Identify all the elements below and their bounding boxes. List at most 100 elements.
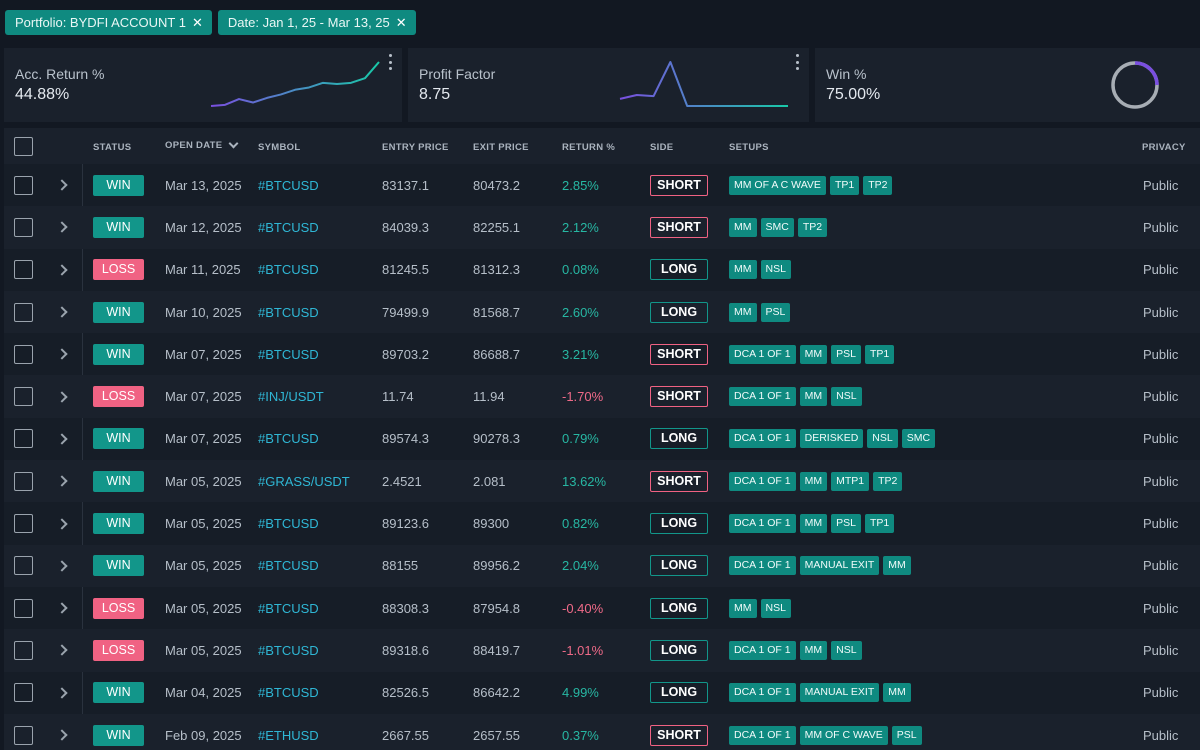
header-privacy[interactable]: PRIVACY <box>1142 142 1186 153</box>
table-row[interactable]: WIN Mar 05, 2025 #BTCUSD 88155 89956.2 2.04% L… <box>4 544 1200 587</box>
symbol-link[interactable]: #BTCUSD <box>258 558 319 574</box>
setup-tag[interactable]: MM <box>883 556 911 576</box>
row-checkbox[interactable] <box>14 598 33 618</box>
setup-tag[interactable]: DCA 1 OF 1 <box>729 725 796 745</box>
setup-tag[interactable]: DCA 1 OF 1 <box>729 387 796 407</box>
table-row[interactable]: LOSS Mar 07, 2025 #INJ/USDT 11.74 11.94 -1.70… <box>4 375 1200 418</box>
symbol-link[interactable]: #BTCUSD <box>258 304 319 320</box>
setup-tag[interactable]: MM <box>799 640 828 660</box>
sort-chevron-down-icon[interactable] <box>228 138 239 149</box>
setup-tag[interactable]: PSL <box>891 725 922 745</box>
setup-tag[interactable]: PSL <box>760 302 791 322</box>
setup-tag[interactable]: MM <box>883 683 911 703</box>
setup-tag[interactable]: MM <box>799 344 828 364</box>
setup-tag[interactable]: DCA 1 OF 1 <box>729 556 796 576</box>
chevron-right-icon[interactable] <box>56 517 68 530</box>
header-side[interactable]: SIDE <box>650 142 674 153</box>
setup-tag[interactable]: DCA 1 OF 1 <box>729 471 796 491</box>
table-row[interactable]: WIN Mar 07, 2025 #BTCUSD 89703.2 86688.7 3.21… <box>4 333 1200 375</box>
symbol-link[interactable]: #ETHUSD <box>258 727 319 743</box>
setup-tag[interactable]: MM <box>799 471 828 491</box>
setup-tag[interactable]: SMC <box>901 429 936 449</box>
select-all-checkbox[interactable] <box>14 136 33 156</box>
setup-tag[interactable]: DCA 1 OF 1 <box>729 344 796 364</box>
setup-tag[interactable]: TP2 <box>873 471 903 491</box>
header-return[interactable]: RETURN % <box>562 142 616 153</box>
symbol-link[interactable]: #BTCUSD <box>258 685 319 701</box>
setup-tag[interactable]: MM <box>729 302 757 322</box>
close-icon[interactable]: ✕ <box>191 15 203 30</box>
chevron-right-icon[interactable] <box>56 390 68 403</box>
symbol-link[interactable]: #INJ/USDT <box>258 389 324 405</box>
setup-tag[interactable]: NSL <box>831 640 862 660</box>
setup-tag[interactable]: SMC <box>760 217 794 237</box>
row-checkbox[interactable] <box>14 217 33 237</box>
header-exit-price[interactable]: EXIT PRICE <box>473 142 529 153</box>
symbol-link[interactable]: #BTCUSD <box>258 642 319 658</box>
setup-tag[interactable]: PSL <box>831 514 861 534</box>
row-checkbox[interactable] <box>14 640 33 660</box>
chevron-right-icon[interactable] <box>56 221 68 234</box>
setup-tag[interactable]: MM <box>799 514 828 534</box>
header-symbol[interactable]: SYMBOL <box>258 142 301 153</box>
row-checkbox[interactable] <box>14 260 33 280</box>
table-row[interactable]: WIN Mar 05, 2025 #GRASS/USDT 2.4521 2.081 13.… <box>4 460 1200 503</box>
symbol-link[interactable]: #BTCUSD <box>258 177 319 193</box>
date-filter-chip[interactable]: Date: Jan 1, 25 - Mar 13, 25 ✕ <box>217 10 416 35</box>
setup-tag[interactable]: DCA 1 OF 1 <box>729 640 796 660</box>
row-checkbox[interactable] <box>14 556 33 576</box>
table-row[interactable]: WIN Mar 05, 2025 #BTCUSD 89123.6 89300 0.82% L… <box>4 502 1200 544</box>
table-row[interactable]: WIN Mar 04, 2025 #BTCUSD 82526.5 86642.2 4.99… <box>4 672 1200 714</box>
setup-tag[interactable]: MM <box>729 598 757 618</box>
header-setups[interactable]: SETUPS <box>729 142 769 153</box>
chevron-right-icon[interactable] <box>56 602 68 614</box>
table-row[interactable]: WIN Mar 07, 2025 #BTCUSD 89574.3 90278.3 0.79… <box>4 418 1200 460</box>
table-row[interactable]: LOSS Mar 05, 2025 #BTCUSD 89318.6 88419.7 -1.… <box>4 629 1200 672</box>
setup-tag[interactable]: MM OF C WAVE <box>799 725 888 745</box>
header-open-date[interactable]: OPEN DATE <box>165 138 239 151</box>
chevron-right-icon[interactable] <box>56 644 68 657</box>
header-entry-price[interactable]: ENTRY PRICE <box>382 142 449 153</box>
setup-tag[interactable]: MM <box>729 217 757 237</box>
symbol-link[interactable]: #BTCUSD <box>258 516 319 532</box>
setup-tag[interactable]: MANUAL EXIT <box>799 683 880 703</box>
setup-tag[interactable]: NSL <box>760 598 791 618</box>
symbol-link[interactable]: #BTCUSD <box>258 600 319 616</box>
table-row[interactable]: WIN Feb 09, 2025 #ETHUSD 2667.55 2657.55 0.37… <box>4 713 1200 750</box>
setup-tag[interactable]: MTP1 <box>831 471 870 491</box>
more-options-icon[interactable] <box>386 54 394 70</box>
setup-tag[interactable]: NSL <box>831 387 862 407</box>
close-icon[interactable]: ✕ <box>395 15 407 30</box>
setup-tag[interactable]: MM OF A C WAVE <box>729 175 826 195</box>
chevron-right-icon[interactable] <box>56 306 68 318</box>
chevron-right-icon[interactable] <box>56 560 68 572</box>
setup-tag[interactable]: MM <box>799 387 828 407</box>
setup-tag[interactable]: PSL <box>831 344 861 364</box>
table-row[interactable]: WIN Mar 10, 2025 #BTCUSD 79499.9 81568.7 2.60… <box>4 290 1200 334</box>
setup-tag[interactable]: TP2 <box>863 175 893 195</box>
chevron-right-icon[interactable] <box>56 433 68 445</box>
chevron-right-icon[interactable] <box>56 348 68 360</box>
table-row[interactable]: WIN Mar 13, 2025 #BTCUSD 83137.1 80473.2 2.85… <box>4 164 1200 206</box>
row-checkbox[interactable] <box>14 429 33 449</box>
symbol-link[interactable]: #BTCUSD <box>258 431 319 447</box>
chevron-right-icon[interactable] <box>56 179 68 191</box>
setup-tag[interactable]: TP1 <box>864 514 895 534</box>
chevron-right-icon[interactable] <box>56 475 68 487</box>
row-checkbox[interactable] <box>14 344 33 364</box>
row-checkbox[interactable] <box>14 725 33 745</box>
chevron-right-icon[interactable] <box>56 687 68 699</box>
setup-tag[interactable]: TP1 <box>864 344 895 364</box>
setup-tag[interactable]: MANUAL EXIT <box>799 556 880 576</box>
setup-tag[interactable]: DCA 1 OF 1 <box>729 683 796 703</box>
symbol-link[interactable]: #BTCUSD <box>258 262 319 278</box>
portfolio-filter-chip[interactable]: Portfolio: BYDFI ACCOUNT 1 ✕ <box>5 10 212 35</box>
table-row[interactable]: LOSS Mar 05, 2025 #BTCUSD 88308.3 87954.8 -0.… <box>4 587 1200 629</box>
setup-tag[interactable]: NSL <box>760 260 791 280</box>
setup-tag[interactable]: DCA 1 OF 1 <box>729 514 796 534</box>
setup-tag[interactable]: NSL <box>867 429 898 449</box>
row-checkbox[interactable] <box>14 387 33 407</box>
chevron-right-icon[interactable] <box>56 729 68 741</box>
table-row[interactable]: LOSS Mar 11, 2025 #BTCUSD 81245.5 81312.3 0.0… <box>4 249 1200 291</box>
more-options-icon[interactable] <box>793 54 801 70</box>
